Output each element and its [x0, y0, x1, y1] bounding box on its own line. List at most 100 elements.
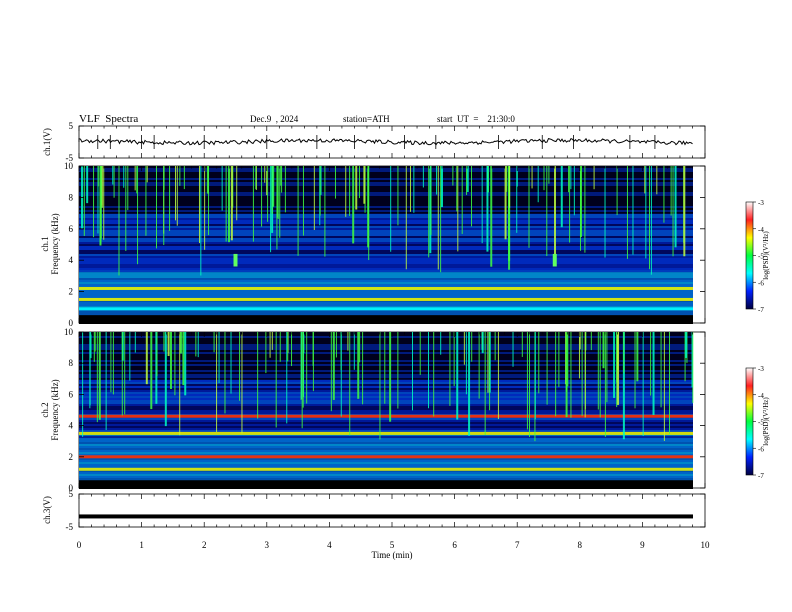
spectrogram-event	[233, 253, 238, 267]
sferic-streak	[504, 166, 507, 240]
sferic-streak	[663, 332, 665, 441]
sferic-streak	[436, 166, 438, 195]
spectrogram-noise-row	[79, 224, 693, 226]
spectrogram-noise-row	[79, 448, 693, 450]
sferic-streak	[528, 166, 530, 248]
sferic-streak	[367, 166, 370, 248]
sferic-streak	[184, 332, 187, 396]
sferic-streak	[569, 166, 571, 243]
sferic-streak	[270, 166, 272, 253]
sferic-streak	[271, 332, 273, 350]
spectrogram-noise-row	[79, 444, 693, 446]
sferic-streak	[264, 166, 266, 183]
spectrogram-ch1	[79, 166, 693, 324]
ytick-label-s2: 8	[69, 358, 74, 368]
sferic-streak	[650, 332, 652, 396]
spectrogram-noise-row	[79, 276, 693, 278]
spectrogram-noise-row	[79, 240, 693, 242]
spectrogram-noise-row	[79, 296, 693, 298]
sferic-streak	[512, 332, 514, 367]
sferic-streak	[616, 332, 618, 383]
spectrogram-noise-row	[79, 256, 693, 258]
sferic-streak	[568, 166, 570, 193]
sferic-streak	[368, 166, 370, 261]
sferic-streak	[275, 332, 277, 428]
sferic-streak	[645, 166, 647, 259]
sferic-streak	[239, 332, 241, 401]
sferic-streak	[656, 166, 658, 195]
spectrogram-noise-row	[79, 254, 693, 256]
sferic-streak	[429, 166, 432, 254]
spectrogram-noise-row	[79, 366, 693, 368]
sferic-streak	[521, 332, 523, 357]
sferic-streak	[593, 166, 595, 190]
sferic-streak	[335, 332, 337, 358]
sferic-streak	[509, 166, 511, 208]
spectrogram-noise-row	[79, 222, 693, 224]
sferic-streak	[200, 166, 202, 276]
sferic-streak	[538, 332, 540, 394]
ytick-label-s2: 6	[69, 389, 74, 399]
sferic-streak	[649, 166, 651, 270]
spectrogram-noise-row	[79, 442, 693, 444]
sferic-streak	[466, 166, 469, 192]
sferic-streak	[529, 332, 531, 438]
sferic-streak	[616, 166, 618, 216]
sferic-streak	[302, 166, 304, 236]
colorbar-tick-label: -3	[758, 365, 764, 373]
spectrogram-noise-row	[79, 174, 693, 176]
sferic-streak	[169, 332, 172, 389]
spectrogram-noise-row	[79, 238, 693, 240]
spectrogram-band	[79, 414, 693, 418]
spectrogram-noise-row	[79, 398, 693, 400]
sferic-streak	[136, 166, 138, 194]
sferic-streak	[570, 166, 572, 190]
spectrogram-noise-row	[79, 478, 693, 480]
sferic-streak	[379, 332, 381, 440]
sferic-streak	[584, 166, 586, 253]
spectrogram-noise-row	[79, 246, 693, 248]
sferic-streak	[684, 332, 686, 382]
sferic-streak	[182, 332, 185, 386]
spectrogram-noise-row	[79, 172, 693, 174]
sferic-streak	[428, 166, 430, 258]
ch1-voltage-ylabel: ch.1(V)	[42, 128, 52, 156]
sferic-streak	[405, 166, 407, 270]
spectrogram-noise-row	[79, 404, 693, 406]
colorbar-tick-label: -4	[758, 392, 764, 400]
sferic-streak	[224, 332, 226, 414]
spectrogram-noise-row	[79, 450, 693, 452]
xtick-label: 2	[202, 540, 207, 550]
spectrogram-noise-row	[79, 428, 693, 430]
sferic-streak	[585, 332, 587, 351]
spectrogram-noise-row	[79, 412, 693, 414]
sferic-streak	[567, 332, 569, 387]
spectrogram-noise-row	[79, 396, 693, 398]
ytick-label-s1: 0	[69, 318, 74, 328]
sferic-streak	[225, 166, 227, 242]
sferic-streak	[636, 332, 639, 382]
sferic-streak	[118, 166, 120, 276]
spectrogram-noise-row	[79, 300, 693, 302]
colorbar-label: log(PSD)(V²/Hz)	[762, 397, 770, 446]
spectrogram-band	[79, 286, 693, 290]
sferic-streak	[164, 332, 167, 427]
sferic-streak	[410, 166, 412, 212]
sferic-streak	[150, 332, 153, 410]
spectrogram-noise-row	[79, 348, 693, 350]
sferic-streak	[96, 332, 98, 423]
xtick-label: 6	[452, 540, 457, 550]
spectrogram-noise-row	[79, 264, 693, 266]
sferic-streak	[471, 166, 473, 227]
sferic-streak	[623, 332, 625, 373]
spectrogram-noise-row	[79, 362, 693, 364]
sferic-streak	[397, 166, 399, 226]
sferic-streak	[125, 166, 127, 251]
sferic-streak	[134, 332, 136, 353]
sferic-streak	[272, 166, 275, 207]
sferic-streak	[340, 332, 342, 417]
sferic-streak	[261, 166, 263, 227]
spectrogram-noise-row	[79, 346, 693, 348]
sferic-streak	[334, 166, 336, 199]
spectrogram-band	[79, 467, 693, 471]
